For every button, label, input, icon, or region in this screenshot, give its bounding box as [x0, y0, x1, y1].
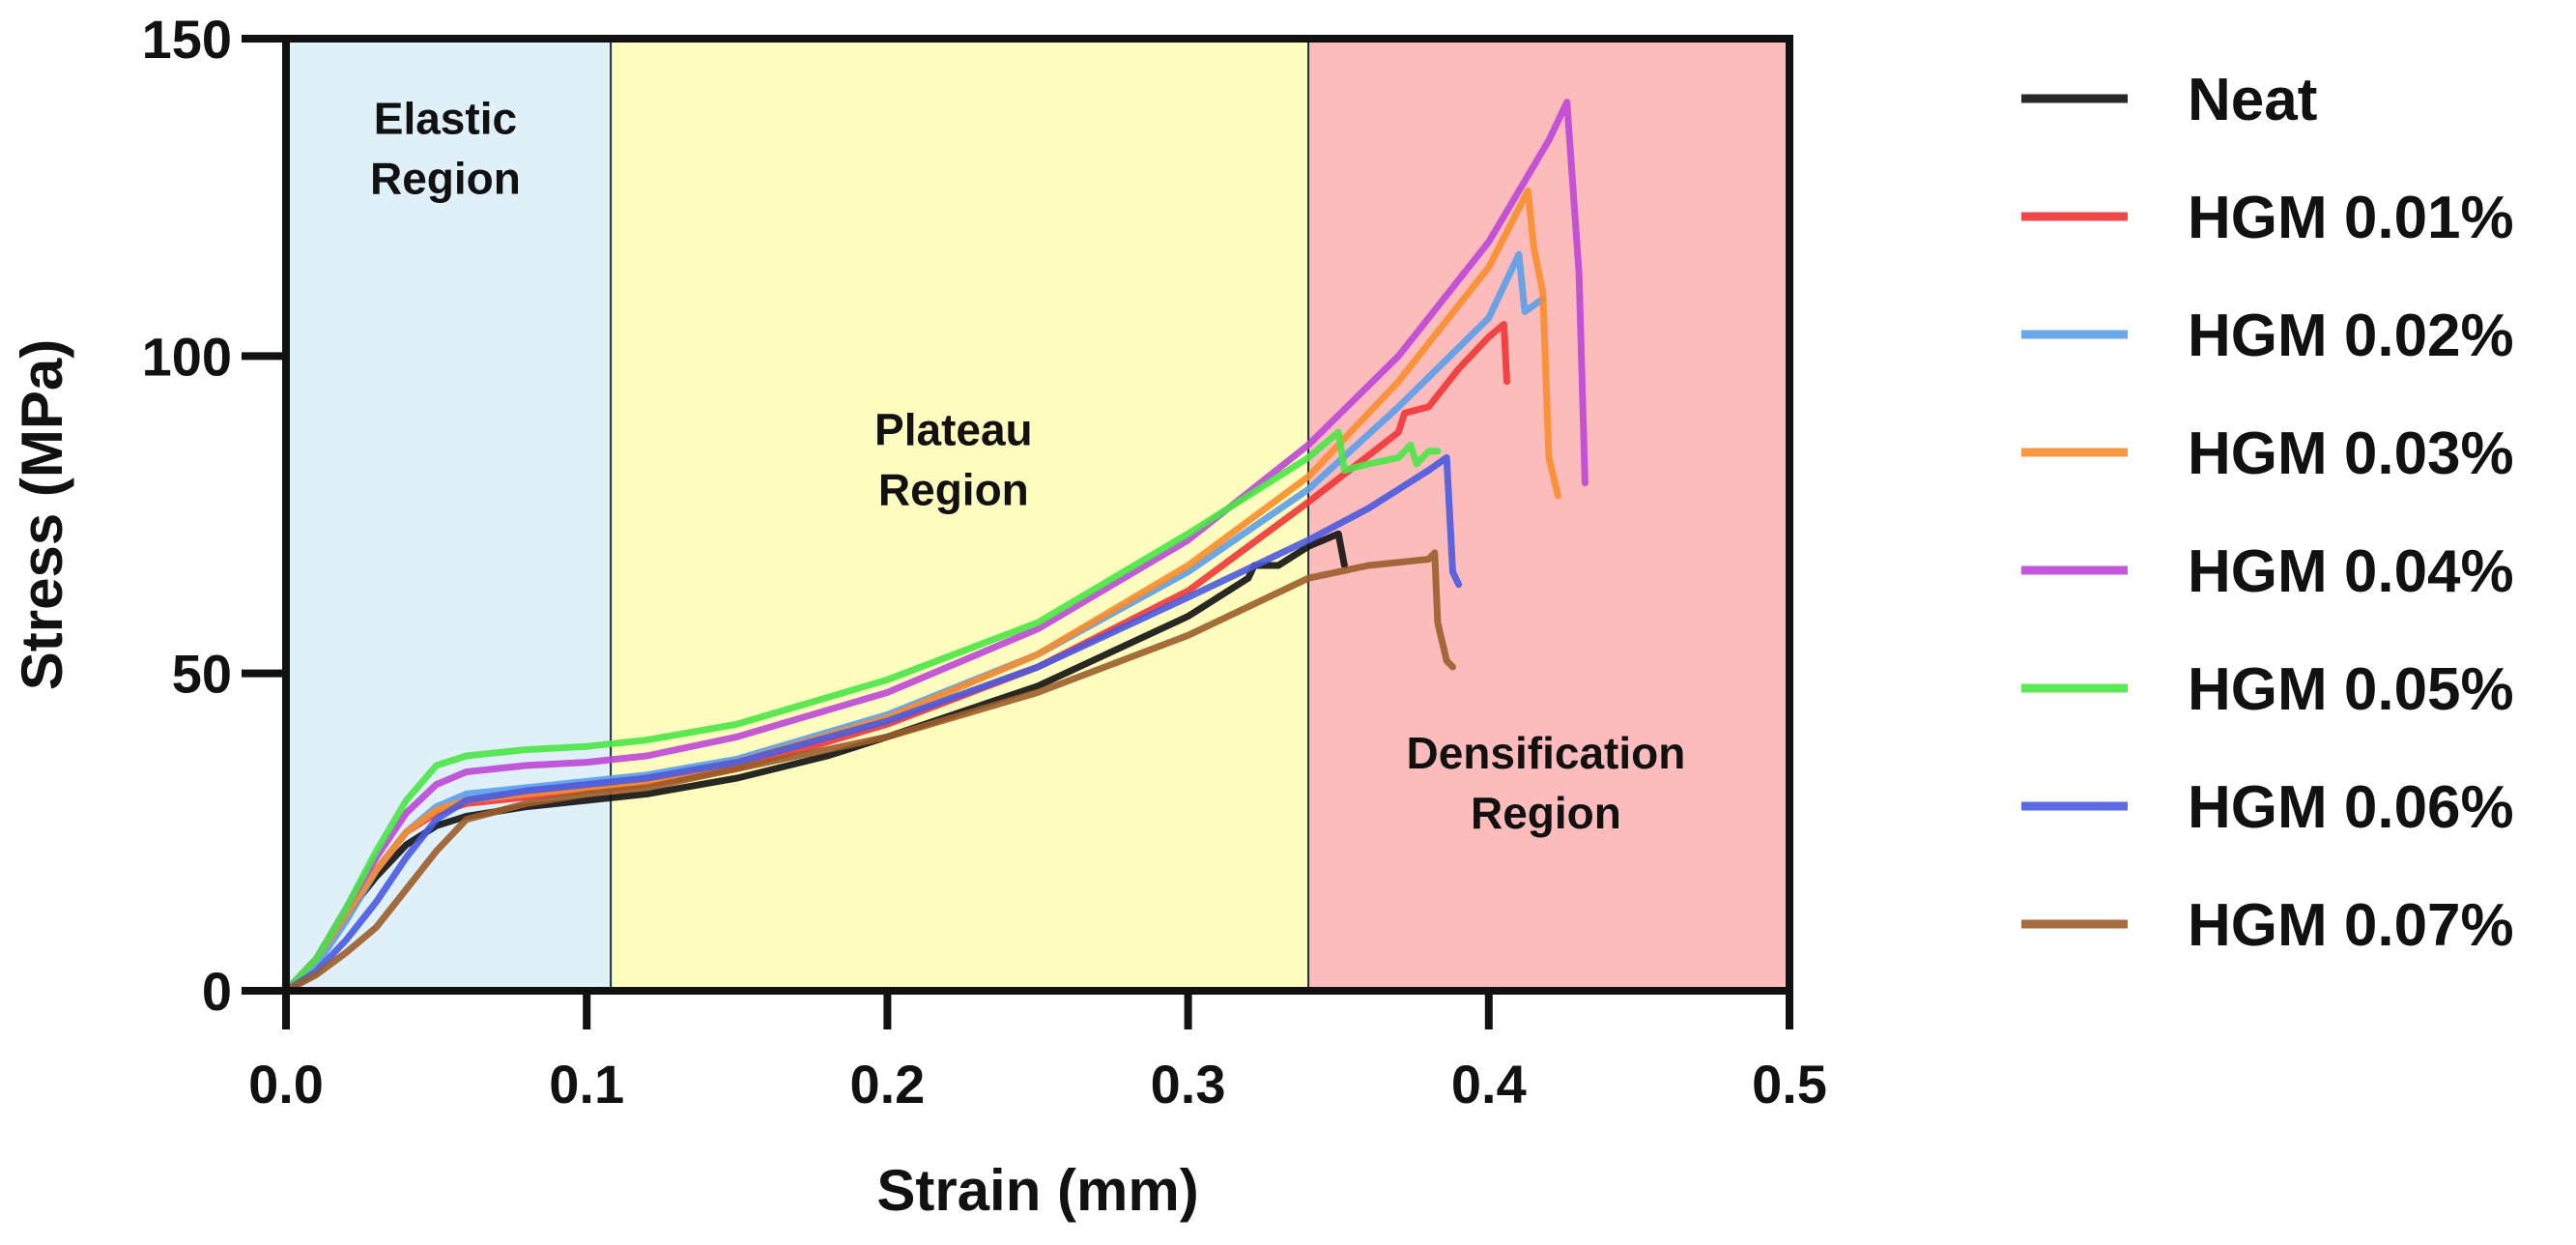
x-tick-label-5: 0.5 [1752, 1054, 1827, 1115]
series-layer [282, 99, 1589, 995]
region-densification [1308, 39, 1789, 991]
legend-layer: Neat HGM 0.01% HGM 0.02% HGM 0.03% HGM 0.04%… [2021, 67, 2514, 959]
regions-layer [286, 39, 1789, 991]
x-tick-label-0: 0.0 [248, 1054, 324, 1115]
region-labels-layer: Elastic Region Plateau Region Densification R… [370, 94, 1685, 839]
legend-label-hgm-0-02: HGM 0.02% [2188, 303, 2514, 369]
legend-label-neat: Neat [2188, 67, 2317, 133]
legend-label-hgm-0-06: HGM 0.06% [2188, 774, 2514, 841]
y-tick-label-150: 150 [142, 9, 232, 70]
y-axis-title: Stress (MPa) [10, 339, 74, 690]
x-axis-title: Strain (mm) [876, 1158, 1198, 1223]
x-tick-label-1: 0.1 [549, 1054, 624, 1115]
axes-layer: 0 50 100 150 0.0 0.1 0.2 0.3 0.4 0.5 Strain (mm) St… [10, 9, 1827, 1223]
legend-item-hgm-0-01: HGM 0.01% [2021, 185, 2514, 251]
series-line-hgm-0-07 [282, 549, 1456, 995]
series-line-hgm-0-06 [282, 453, 1463, 995]
legend-item-hgm-0-03: HGM 0.03% [2021, 420, 2514, 487]
region-plateau [611, 39, 1309, 991]
legend-item-hgm-0-04: HGM 0.04% [2021, 538, 2514, 605]
series-line-neat [282, 530, 1348, 995]
region-label-densification: Densification Region [1407, 728, 1686, 838]
x-tick-label-4: 0.4 [1451, 1054, 1527, 1115]
plot-frame [282, 35, 1793, 995]
legend-item-hgm-0-05: HGM 0.05% [2021, 656, 2514, 723]
series-line-hgm-0-05 [282, 428, 1442, 995]
series-line-hgm-0-04 [282, 99, 1589, 995]
legend-item-neat: Neat [2021, 67, 2317, 133]
legend-item-hgm-0-06: HGM 0.06% [2021, 774, 2514, 841]
region-label-plateau: Plateau Region [874, 404, 1033, 514]
region-elastic [286, 39, 612, 991]
legend-label-hgm-0-01: HGM 0.01% [2188, 185, 2514, 251]
legend-label-hgm-0-04: HGM 0.04% [2188, 538, 2514, 605]
legend-item-hgm-0-07: HGM 0.07% [2021, 892, 2514, 959]
y-tick-label-50: 50 [172, 644, 232, 705]
y-tick-label-0: 0 [202, 961, 232, 1022]
legend-item-hgm-0-02: HGM 0.02% [2021, 303, 2514, 369]
x-tick-label-2: 0.2 [849, 1054, 925, 1115]
x-tick-label-3: 0.3 [1151, 1054, 1226, 1115]
region-label-elastic: Elastic Region [370, 94, 521, 204]
legend-label-hgm-0-05: HGM 0.05% [2188, 656, 2514, 723]
y-tick-label-100: 100 [142, 326, 232, 387]
legend-label-hgm-0-07: HGM 0.07% [2188, 892, 2514, 959]
legend-label-hgm-0-03: HGM 0.03% [2188, 420, 2514, 487]
